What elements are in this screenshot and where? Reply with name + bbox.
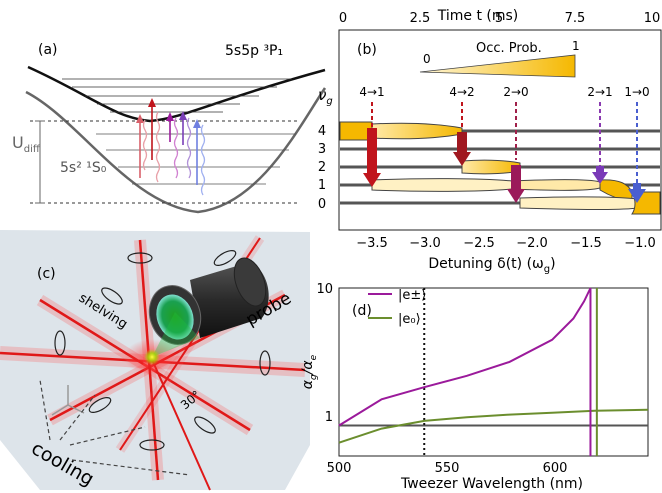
colorbar-max: 1: [572, 39, 580, 53]
plot-area: [338, 287, 649, 456]
series-line-e-pm: [338, 287, 592, 427]
y-tick: 1: [325, 410, 333, 425]
transition-label: 4→2: [449, 85, 474, 99]
cooling-pointers: [39, 379, 191, 476]
time-axis-ticks: 0 2.5 5 7.5 10: [339, 11, 660, 26]
time-tick: 5: [495, 11, 503, 26]
detuning-tick: −2.5: [463, 236, 495, 251]
lower-potential-curve: [25, 87, 327, 214]
time-tick: 2.5: [410, 11, 431, 26]
d-xticks: 500 550 600: [327, 461, 568, 476]
panel-b-label: (b): [357, 42, 377, 58]
panel-a: (a) 5s5p ³P₁ 5s² ¹S₀ Udiff: [12, 42, 327, 214]
panel-d-label: (d): [352, 303, 372, 319]
transition-labels: 4→1 4→2 2→0 2→1 1→0: [359, 85, 649, 99]
level-tick: 4: [318, 124, 326, 139]
detuning-tick: −3.0: [409, 236, 441, 251]
level-tick: 0: [318, 197, 326, 212]
polarization-arrows: [54, 250, 271, 451]
upper-state-label: 5s5p ³P₁: [225, 43, 283, 59]
colorbar-label: Occ. Prob.: [476, 41, 542, 56]
decay-wiggles: [142, 111, 206, 196]
time-axis-title: Time t (ms): [437, 8, 519, 24]
upper-potential-curve: [27, 65, 326, 123]
d-ylabel: αg/αe: [300, 354, 319, 389]
detuning-tick: −1.0: [624, 236, 656, 251]
time-tick: 10: [644, 11, 661, 26]
panel-a-label: (a): [38, 42, 58, 58]
y-tick: 10: [316, 282, 333, 297]
level-tick: 3: [318, 142, 326, 157]
transition-label: 4→1: [359, 85, 384, 99]
lower-vibrational-levels: [96, 133, 296, 185]
detuning-axis-title: Detuning δ(t) (ωg): [428, 256, 555, 275]
panel-d-frame: [338, 287, 649, 457]
udiff-label: Udiff: [12, 133, 41, 155]
level-axis-title: νg: [318, 86, 333, 107]
atom-spot: [144, 349, 160, 365]
detuning-tick: −1.5: [570, 236, 602, 251]
level-ticks: 4 3 2 1 0: [318, 124, 326, 212]
lower-state-label: 5s² ¹S₀: [60, 160, 107, 176]
x-tick: 500: [327, 461, 352, 476]
population-bands: [339, 121, 661, 215]
transition-label: 2→0: [503, 85, 528, 99]
colorbar-min: 0: [423, 52, 431, 66]
level-tick: 1: [318, 178, 326, 193]
panel-c: (c) shelving probe 30° cooling: [0, 230, 310, 491]
detuning-tick: −2.0: [516, 236, 548, 251]
panel-b-frame: [338, 29, 662, 231]
transition-label: 1→0: [624, 85, 649, 99]
detuning-tick: −3.5: [356, 236, 388, 251]
series-line-e-0: [338, 408, 649, 444]
time-tick: 0: [339, 11, 347, 26]
panel-b: Time t (ms) 0 2.5 5 7.5 10 (b) Occ. Prob…: [318, 8, 662, 275]
panel-d: (d) |e±⟩ |e₀⟩ 10 1 500 550 600 Tweezer W…: [300, 282, 649, 492]
occupation-colorbar: [419, 54, 576, 78]
x-tick: 600: [543, 461, 568, 476]
panel-c-label: (c): [37, 266, 56, 282]
level-tick: 2: [318, 160, 326, 175]
d-xlabel: Tweezer Wavelength (nm): [400, 476, 583, 492]
upper-vibrational-levels: [62, 78, 292, 113]
legend-entry: |e±⟩: [398, 288, 426, 303]
transition-arrows: [363, 102, 646, 203]
objective-lens: [148, 257, 269, 345]
time-tick: 7.5: [565, 11, 586, 26]
d-yticks: 10 1: [316, 282, 333, 425]
fluorescence-cone: [152, 312, 200, 357]
legend-entry: |e₀⟩: [398, 312, 421, 327]
detuning-ticks: −3.5 −3.0 −2.5 −2.0 −1.5 −1.0: [356, 236, 656, 251]
transition-label: 2→1: [587, 85, 612, 99]
x-tick: 550: [435, 461, 460, 476]
excitation-arrows: [136, 98, 201, 185]
